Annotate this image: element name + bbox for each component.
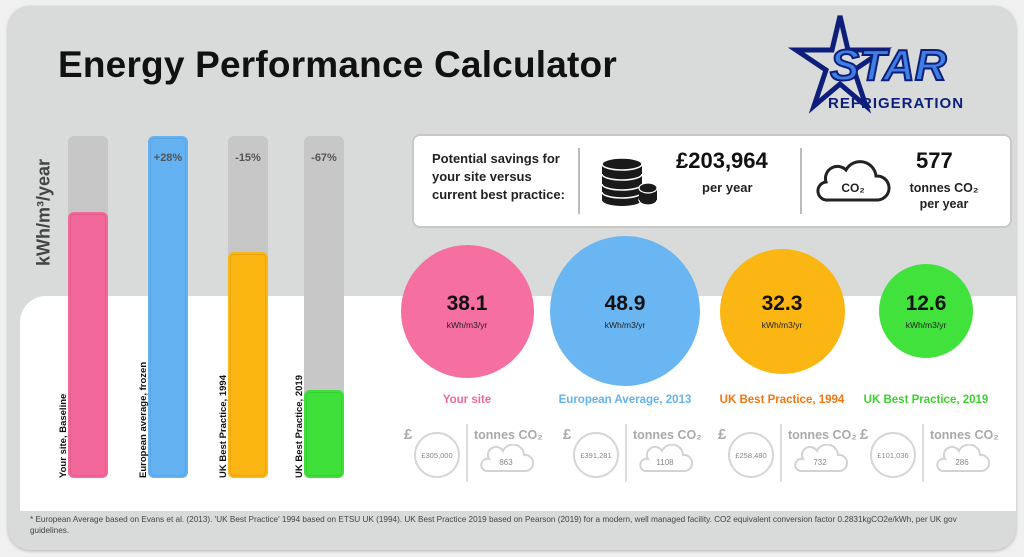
mini-divider (625, 424, 627, 482)
star-refrigeration-logo: STAR REFRIGERATION (788, 15, 964, 114)
tonnes-co2-value: 732 (813, 458, 827, 467)
pound-icon: £ (404, 426, 413, 443)
cloud-icon (794, 444, 849, 472)
cloud-icon (936, 444, 991, 472)
savings-money-value: £203,964 (676, 148, 768, 173)
result-circle: 32.3 kWh/m3/yr (719, 248, 845, 374)
result-circle: 48.9 kWh/m3/yr (550, 236, 700, 386)
savings-line-1: Potential savings for (432, 151, 560, 166)
savings-divider (578, 148, 580, 214)
pound-icon: £ (860, 426, 869, 443)
result-value: 12.6 (905, 292, 947, 315)
bar (68, 211, 108, 478)
pound-icon: £ (718, 426, 727, 443)
savings-co2-unit-line-2: per year (919, 197, 969, 211)
savings-money-period: per year (702, 180, 753, 195)
result-value: 32.3 (761, 292, 803, 315)
bar-category-label: European average, frozen (138, 361, 149, 478)
bar-category-label: UK Best Practice, 1994 (218, 375, 229, 478)
mini-divider (466, 424, 468, 482)
result-circle: 38.1 kWh/m3/yr (400, 244, 534, 378)
result-value: 38.1 (446, 292, 488, 315)
co2-cloud-icon: CO₂ (816, 160, 891, 202)
coin-stack-icon (601, 158, 658, 206)
cloud-icon (639, 444, 694, 472)
cost-circle: £305,000 (414, 432, 460, 478)
savings-co2-unit-line-1: tonnes CO₂ (909, 181, 979, 195)
bar-percent-label: +28% (153, 152, 183, 164)
result-label: UK Best Practice, 1994 (719, 394, 845, 406)
bar-percent-label: -67% (311, 152, 337, 164)
savings-co2-units: tonnes CO₂ per year (894, 180, 994, 212)
result-unit: kWh/m3/yr (905, 320, 947, 330)
savings-line-3: current best practice: (432, 187, 565, 202)
tonnes-co2-value: 863 (499, 458, 513, 467)
tonnes-co2-value: 286 (955, 458, 969, 467)
logo-star-text: STAR (830, 41, 947, 90)
savings-divider (800, 148, 802, 214)
savings-co2-value: 577 (916, 148, 953, 173)
mini-divider (780, 424, 782, 482)
mini-divider (922, 424, 924, 482)
bar (228, 252, 268, 478)
result-label: UK Best Practice, 2019 (863, 394, 989, 406)
tonnes-co2-label: tonnes CO₂ (633, 428, 702, 442)
result-unit: kWh/m3/yr (761, 320, 803, 330)
result-circle: 12.6 kWh/m3/yr (879, 264, 973, 358)
bar-percent-label: -15% (235, 152, 261, 164)
savings-line-2: your site versus (432, 169, 532, 184)
result-label: Your site (442, 394, 492, 406)
pound-icon: £ (563, 426, 572, 443)
result-unit: kWh/m3/yr (604, 320, 646, 330)
bar (304, 389, 344, 478)
tonnes-co2-label: tonnes CO₂ (930, 428, 999, 442)
page-title: Energy Performance Calculator (58, 44, 617, 85)
bar-category-label: UK Best Practice, 2019 (294, 375, 305, 478)
tonnes-co2-label: tonnes CO₂ (474, 428, 543, 442)
bar (148, 136, 188, 478)
cost-circle: £391,281 (573, 432, 619, 478)
footnote: * European Average based on Evans et al.… (30, 515, 957, 535)
bar-category-label: Your site, Baseline (58, 393, 69, 478)
result-unit: kWh/m3/yr (446, 320, 488, 330)
cost-circle: £258,480 (728, 432, 774, 478)
cost-circle: £101,036 (870, 432, 916, 478)
y-axis-label: kWh/m³/year (33, 158, 54, 267)
savings-description: Potential savings for your site versus c… (432, 150, 565, 204)
co2-cloud-text: CO₂ (841, 181, 864, 195)
logo-refrigeration-text: REFRIGERATION (828, 95, 964, 112)
result-value: 48.9 (604, 292, 646, 315)
calculator-card: Energy Performance Calculator STAR REFRI… (8, 6, 1016, 550)
tonnes-co2-value: 1108 (656, 458, 674, 467)
tonnes-co2-label: tonnes CO₂ (788, 428, 857, 442)
cloud-icon (480, 444, 535, 472)
savings-panel: Potential savings for your site versus c… (412, 134, 1012, 228)
result-label: European Average, 2013 (558, 394, 692, 406)
